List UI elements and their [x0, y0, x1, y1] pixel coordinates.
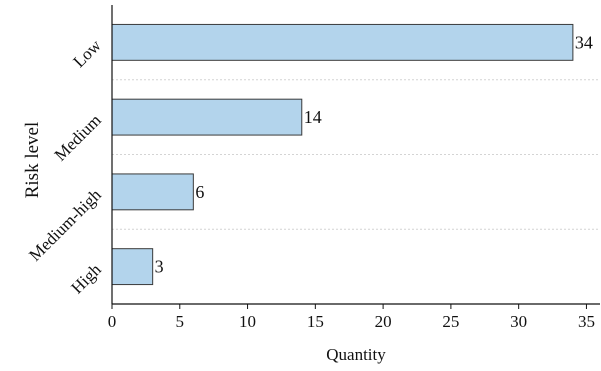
- y-tick-label: Low: [69, 35, 105, 71]
- x-axis-title: Quantity: [326, 345, 386, 364]
- data-label: 14: [304, 107, 322, 127]
- x-tick-label: 20: [375, 312, 392, 331]
- bar: [111, 173, 194, 211]
- y-axis-title: Risk level: [22, 122, 43, 199]
- bar: [111, 98, 303, 136]
- data-label: 3: [155, 257, 164, 277]
- data-labels: 34 14 6 3: [155, 32, 593, 276]
- axes-frame: [111, 5, 600, 305]
- x-tick-label: 25: [442, 312, 459, 331]
- x-ticks: 0 5 10 15 20 25 30 35: [108, 304, 595, 331]
- y-tick-label: High: [67, 260, 105, 298]
- x-tick-label: 30: [510, 312, 527, 331]
- bar: [111, 248, 154, 286]
- grid-lines: [112, 79, 600, 230]
- x-tick-label: 5: [176, 312, 185, 331]
- data-label: 34: [575, 32, 593, 52]
- y-tick-label: Medium: [51, 111, 105, 165]
- data-label: 6: [195, 182, 204, 202]
- x-tick-label: 15: [307, 312, 324, 331]
- x-tick-label: 0: [108, 312, 117, 331]
- x-tick-label: 35: [578, 312, 595, 331]
- bar: [111, 23, 574, 61]
- x-tick-label: 10: [239, 312, 256, 331]
